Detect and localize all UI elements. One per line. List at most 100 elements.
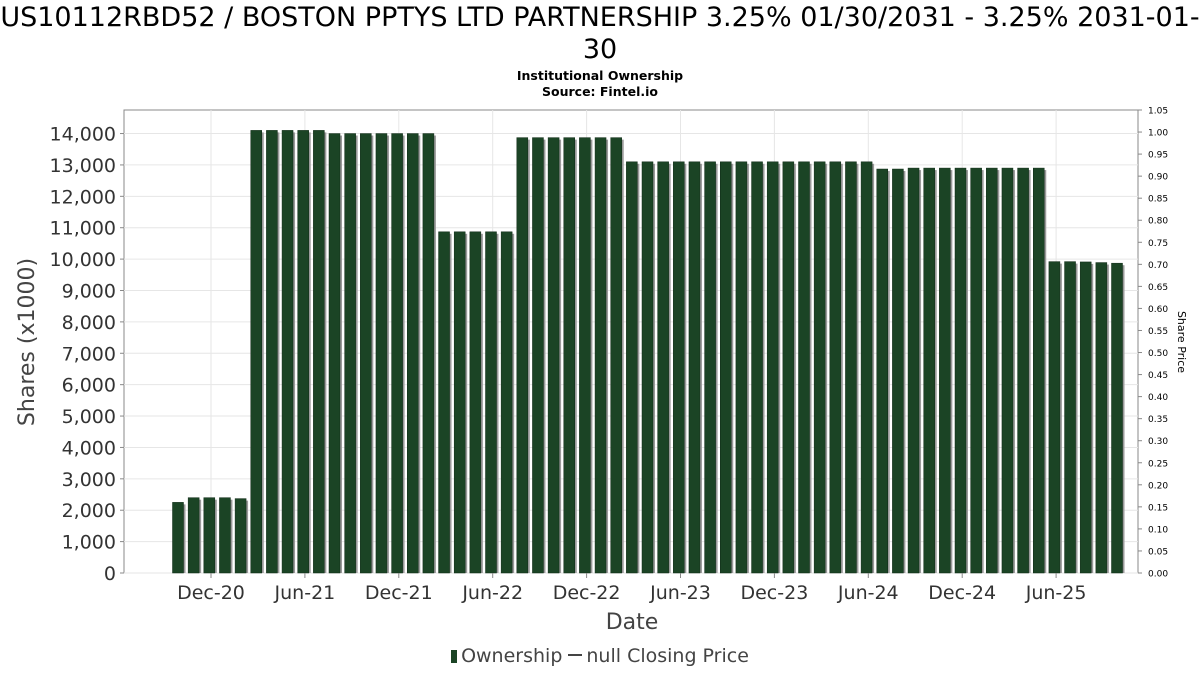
bar (453, 231, 466, 574)
y2-tick-label: 0.25 (1148, 459, 1168, 469)
bar (782, 161, 795, 574)
chart-subtitle: Institutional Ownership Source: Fintel.i… (0, 68, 1200, 100)
bar (720, 161, 732, 574)
y2-tick-label: 0.00 (1148, 570, 1168, 580)
y2-tick-label: 0.70 (1148, 261, 1168, 271)
y2-tick-label: 0.90 (1148, 173, 1168, 183)
y-axis-title: Shares (x1000) (15, 258, 40, 426)
bar (187, 497, 200, 574)
y2-tick-label: 0.10 (1148, 525, 1168, 535)
x-tick-label: Jun-21 (274, 582, 336, 604)
bar (688, 161, 701, 574)
bar (892, 168, 904, 574)
bar (250, 130, 262, 574)
y2-tick-label: 0.15 (1148, 503, 1168, 513)
y-tick-label: 2,000 (62, 500, 116, 522)
bar (391, 133, 403, 574)
y2-tick-label: 0.20 (1148, 481, 1168, 491)
bar (798, 161, 810, 574)
y-tick-label: 14,000 (50, 124, 116, 146)
legend-price-swatch (568, 654, 583, 656)
x-tick-label: Dec-23 (740, 582, 808, 604)
y-tick-label: 6,000 (62, 375, 116, 397)
bar (594, 137, 607, 574)
bar (704, 161, 716, 574)
x-tick-label: Dec-24 (928, 582, 996, 604)
x-tick-label: Jun-22 (461, 582, 523, 604)
y2-tick-label: 0.60 (1148, 305, 1168, 315)
y2-tick-label: 0.45 (1148, 371, 1168, 381)
y-tick-label: 4,000 (62, 437, 116, 459)
bar (500, 231, 513, 574)
x-tick-label: Jun-25 (1025, 582, 1087, 604)
bar (1048, 261, 1061, 574)
bar (1017, 167, 1029, 574)
bar (610, 137, 622, 574)
y2-tick-label: 0.40 (1148, 393, 1168, 403)
bar (1111, 262, 1123, 574)
bar (907, 167, 920, 574)
x-tick-label: Jun-23 (649, 582, 711, 604)
y2-tick-label: 0.35 (1148, 415, 1168, 425)
y-tick-label: 0 (104, 563, 116, 585)
x-tick-label: Dec-22 (553, 582, 621, 604)
y-tick-label: 11,000 (50, 218, 116, 240)
bar (234, 498, 247, 574)
bar (1079, 261, 1092, 574)
left-axis-ticks: 0 1,000 2,000 3,000 4,000 5,000 6,000 7,000 8,00… (50, 124, 124, 585)
bars-group (172, 130, 1125, 574)
y-tick-label: 8,000 (62, 312, 116, 334)
subtitle-line-1: Institutional Ownership (516, 68, 684, 83)
bar (1001, 167, 1014, 574)
y2-tick-label: 0.65 (1148, 283, 1168, 293)
y2-tick-label: 0.30 (1148, 437, 1168, 447)
bar (313, 130, 325, 574)
bar (438, 231, 450, 574)
y-tick-label: 7,000 (62, 343, 116, 365)
bar (673, 161, 685, 574)
y2-tick-label: 0.80 (1148, 217, 1168, 227)
y2-tick-label: 1.05 (1148, 107, 1168, 117)
legend: Ownership null Closing Price (0, 645, 1200, 667)
legend-price-label: null Closing Price (586, 645, 749, 667)
bar (1064, 261, 1076, 574)
bar (344, 133, 356, 574)
bar (266, 130, 278, 574)
bar (829, 161, 842, 574)
bar (407, 133, 419, 574)
bar (1033, 167, 1045, 574)
bar (751, 161, 763, 574)
bar (813, 161, 826, 574)
bar (970, 167, 982, 574)
x-axis-title: Date (606, 610, 659, 635)
bar (422, 133, 435, 574)
bar (1095, 262, 1108, 574)
bar (876, 168, 888, 574)
bar (986, 167, 998, 574)
bar (219, 497, 231, 574)
x-tick-label: Dec-20 (177, 582, 245, 604)
y-tick-label: 3,000 (62, 469, 116, 491)
y-tick-label: 13,000 (50, 155, 116, 177)
bar (360, 133, 372, 574)
y-tick-label: 9,000 (62, 280, 116, 302)
bar (203, 497, 216, 574)
chart-title: US10112RBD52 / BOSTON PPTYS LTD PARTNERS… (0, 2, 1200, 65)
bar (563, 137, 575, 574)
bar (641, 161, 654, 574)
right-axis-ticks: 0.00 0.05 0.10 0.15 0.20 0.25 0.30 0.35 0.40 0.45… (1138, 107, 1168, 580)
y-tick-label: 10,000 (50, 249, 116, 271)
y2-tick-label: 0.55 (1148, 327, 1168, 337)
bar (939, 167, 951, 574)
y2-tick-label: 1.00 (1148, 129, 1168, 139)
bar (845, 161, 857, 574)
bar (375, 133, 388, 574)
bar (923, 167, 935, 574)
bar (579, 137, 591, 574)
bar (735, 161, 748, 574)
y2-tick-label: 0.85 (1148, 195, 1168, 205)
legend-ownership-label: Ownership (461, 645, 563, 667)
bar (954, 167, 967, 574)
bar (766, 161, 779, 574)
